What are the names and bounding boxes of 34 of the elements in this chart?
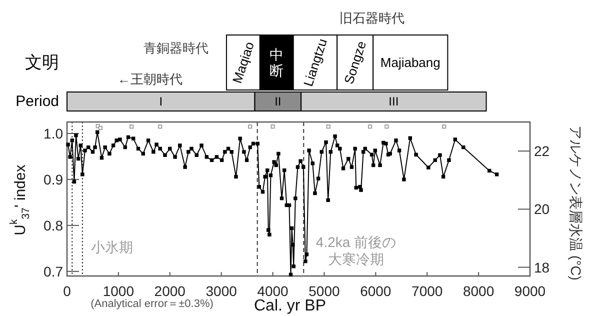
x-tick-label: 1000 — [102, 283, 134, 299]
y2-tick-label: 22 — [534, 143, 550, 160]
y-tick-label: 文明 — [25, 53, 59, 72]
series-label: III — [388, 94, 399, 108]
x-tick-label: 5000 — [308, 283, 340, 299]
y-tick-label: Period — [16, 93, 59, 110]
y2-tick-label: 20 — [534, 201, 550, 218]
x-tick-label: 9000 — [514, 283, 546, 299]
annotation: 大寒冷期 — [328, 251, 384, 267]
annotation: ←王朝時代 — [118, 72, 182, 86]
annotation: 小氷期 — [91, 239, 133, 255]
series-label: Maqiao — [229, 40, 257, 86]
x-tick-label: 8000 — [462, 283, 494, 299]
y-tick-label: 0.8 — [44, 217, 64, 234]
y2-tick-label: 18 — [534, 259, 550, 276]
y2-axis-title: アルケノン表層水温 (°C) — [568, 126, 584, 280]
series-label: 中断 — [270, 46, 284, 78]
annotation: 4.2ka 前後の — [316, 234, 396, 250]
x-tick-label: 0 — [63, 283, 72, 299]
x-tick-label: 3000 — [206, 283, 238, 299]
x-tick-label: 7000 — [412, 283, 443, 299]
y-tick-label: 0.9 — [44, 171, 64, 188]
annotation: 青銅器時代 — [144, 40, 208, 56]
y-tick-label: 1.0 — [44, 125, 64, 142]
series-label: II — [274, 94, 282, 108]
annotation: (Analytical error＝±0.3%) — [90, 298, 214, 310]
text: 旧石器時代 — [340, 10, 404, 26]
x-tick-label: 6000 — [360, 283, 392, 299]
y-tick-label: 0.7 — [44, 263, 64, 280]
series-label: Majiabang — [380, 55, 440, 70]
x-tick-label: 4000 — [257, 283, 289, 299]
x-axis-title: Cal. yr BP — [254, 298, 326, 314]
x-tick-label: 2000 — [154, 283, 186, 299]
series-label: I — [159, 94, 163, 108]
